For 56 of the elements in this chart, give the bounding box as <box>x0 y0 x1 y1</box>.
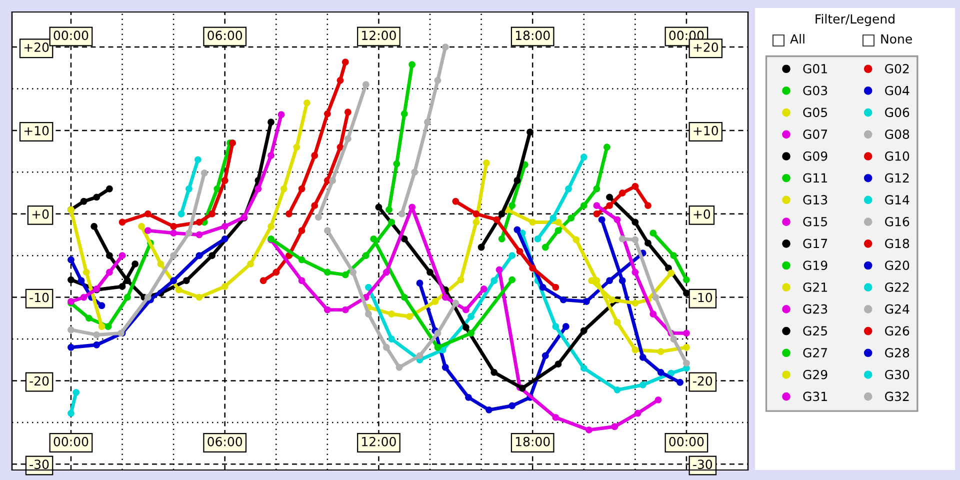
x-tick-label: 18:00 <box>516 436 550 446</box>
legend-label: G02 <box>885 64 909 74</box>
x-tick-label: 00:00 <box>54 436 88 446</box>
legend-label: G06 <box>885 108 910 118</box>
legend-label: G16 <box>885 216 910 226</box>
y-tick-label: +10 <box>24 126 49 136</box>
y-tick-label: -30 <box>30 460 49 470</box>
legend-label: G22 <box>885 282 909 292</box>
y2-tick-label: -10 <box>693 292 712 302</box>
legend-label: G08 <box>885 130 910 139</box>
legend-label: G17 <box>803 238 828 248</box>
x2-tick-label: 06:00 <box>208 30 242 40</box>
y2-tick-label: -30 <box>693 460 712 470</box>
legend-label: G07 <box>803 130 828 139</box>
legend-title: Filter/Legend <box>816 14 894 26</box>
legend-label: G27 <box>803 348 828 358</box>
y2-tick-label: +0 <box>694 209 710 219</box>
y-tick-label: -20 <box>30 376 49 386</box>
y-tick-label: +0 <box>32 209 49 219</box>
legend-label: G11 <box>803 173 827 183</box>
legend-label: G32 <box>885 392 909 402</box>
legend-label: G09 <box>803 151 828 161</box>
legend-label: G19 <box>803 260 828 270</box>
x2-tick-label: 00:00 <box>54 30 88 40</box>
legend-label: G13 <box>803 195 828 205</box>
legend-label: G14 <box>885 195 910 205</box>
y-tick-label: +20 <box>24 42 49 52</box>
legend-label: G05 <box>803 108 827 118</box>
legend-label: G12 <box>885 173 909 183</box>
legend-label: G23 <box>803 304 828 314</box>
text: All <box>790 34 804 44</box>
legend-label: G21 <box>803 282 827 292</box>
legend-label: G18 <box>885 238 910 248</box>
x2-tick-label: 18:00 <box>516 30 550 40</box>
y2-tick-label: +10 <box>694 126 718 136</box>
legend-label: G31 <box>803 392 827 402</box>
legend-label: G25 <box>803 326 827 336</box>
text: None <box>881 34 912 44</box>
x-tick-label: 06:00 <box>208 436 242 446</box>
legend-label: G10 <box>885 151 910 161</box>
x-tick-label: 00:00 <box>669 436 704 446</box>
x2-tick-label: 12:00 <box>362 30 396 40</box>
legend-label: G24 <box>885 304 910 314</box>
y-tick-label: -10 <box>30 292 49 302</box>
legend-label: G04 <box>885 86 910 96</box>
y2-tick-label: -20 <box>693 376 712 386</box>
legend-label: G15 <box>803 216 827 226</box>
y2-tick-label: +20 <box>694 42 718 52</box>
legend-label: G30 <box>885 370 910 380</box>
legend-label: G28 <box>885 348 910 358</box>
x-tick-label: 12:00 <box>362 436 396 446</box>
legend-label: G01 <box>803 64 827 74</box>
legend-label: G03 <box>803 86 828 96</box>
legend-label: G20 <box>885 260 910 270</box>
legend-label: G29 <box>803 370 828 380</box>
legend-label: G26 <box>885 326 910 336</box>
